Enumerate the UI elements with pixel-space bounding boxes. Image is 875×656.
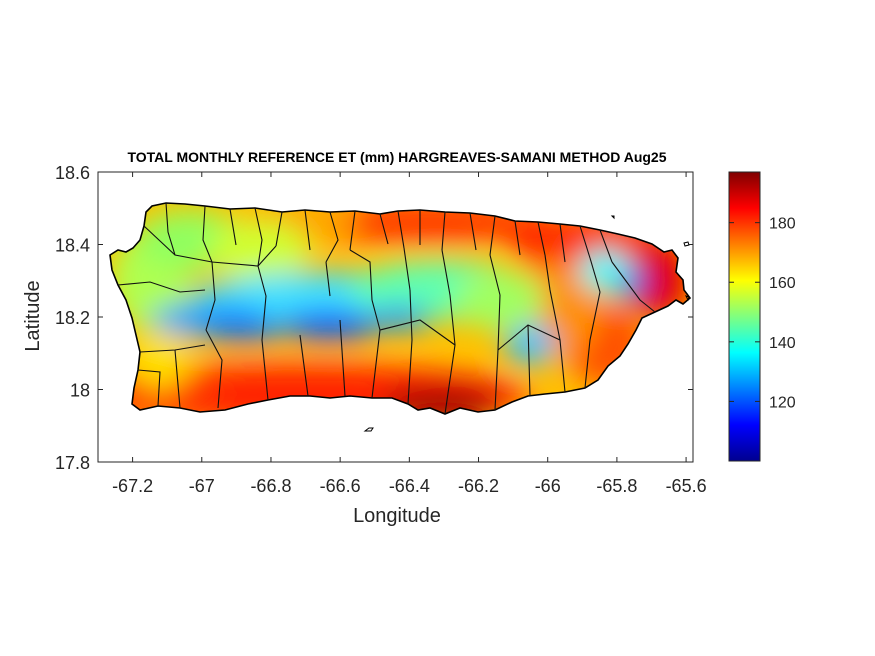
municipal-boundary xyxy=(261,339,269,401)
field-blob xyxy=(505,325,555,365)
x-tick-label: -66.4 xyxy=(389,476,430,496)
colorbar xyxy=(728,171,761,462)
municipal-boundary xyxy=(299,334,309,397)
field-blob xyxy=(205,320,285,340)
x-tick-label: -65.8 xyxy=(596,476,637,496)
municipal-boundary xyxy=(325,211,339,263)
y-tick-label: 18.6 xyxy=(55,163,90,183)
y-tick-label: 18.4 xyxy=(55,236,90,256)
municipal-boundary xyxy=(229,208,237,246)
x-tick-label: -67 xyxy=(189,476,215,496)
colorbar-tick-label: 140 xyxy=(769,335,796,352)
municipal-boundary xyxy=(205,329,223,409)
municipal-boundary xyxy=(469,212,477,251)
municipal-boundary xyxy=(397,210,405,249)
colorbar-tick-label: 180 xyxy=(769,216,796,233)
field-blob xyxy=(380,387,500,414)
y-tick-label: 18.2 xyxy=(55,308,90,328)
x-tick-label: -66.6 xyxy=(320,476,361,496)
municipal-boundary xyxy=(257,265,267,341)
municipal-boundary xyxy=(559,223,566,263)
municipal-boundary xyxy=(489,215,496,256)
municipal-boundary xyxy=(537,221,546,256)
chart-title: TOTAL MONTHLY REFERENCE ET (mm) HARGREAV… xyxy=(127,149,666,165)
field-blob xyxy=(580,250,630,290)
y-tick-label: 18 xyxy=(70,381,90,401)
municipal-boundary xyxy=(527,324,531,397)
municipal-boundary xyxy=(349,210,356,251)
x-axis-label: Longitude xyxy=(353,505,441,527)
field-blob xyxy=(130,330,190,390)
x-tick-label: -66.2 xyxy=(458,476,499,496)
municipal-boundary xyxy=(304,209,311,251)
colorbar-tick-label: 160 xyxy=(769,275,796,292)
municipal-boundary xyxy=(544,254,551,291)
municipal-boundary xyxy=(599,229,613,263)
municipal-boundary xyxy=(339,319,346,397)
x-tick-label: -67.2 xyxy=(112,476,153,496)
municipal-boundary xyxy=(579,225,591,259)
municipal-boundary xyxy=(165,202,176,256)
municipal-boundaries xyxy=(117,202,656,415)
municipal-boundary xyxy=(137,369,161,407)
municipal-boundary xyxy=(441,249,451,296)
municipal-boundary xyxy=(407,289,413,405)
municipal-boundary xyxy=(441,211,446,251)
municipal-boundary xyxy=(611,261,656,313)
x-tick-label: -65.6 xyxy=(666,476,707,496)
municipal-boundary xyxy=(584,291,601,389)
municipal-boundary xyxy=(205,261,216,331)
municipal-boundary xyxy=(497,324,561,351)
y-tick-label: 17.8 xyxy=(55,453,90,473)
municipal-boundary xyxy=(117,281,206,293)
municipal-boundary xyxy=(489,254,501,296)
municipal-boundary xyxy=(174,349,181,409)
field-blob xyxy=(370,306,430,330)
y-axis-label: Latitude xyxy=(22,280,44,351)
municipal-boundary xyxy=(254,207,263,267)
x-tick-label: -66 xyxy=(535,476,561,496)
municipal-boundary xyxy=(349,249,373,301)
y-axis: 17.8 18 18.2 18.4 18.6 xyxy=(55,163,693,473)
municipal-boundary xyxy=(514,220,521,256)
colorbar-tick-label: 120 xyxy=(769,394,796,411)
colorbar-ticks: 120 140 160 180 xyxy=(729,216,796,411)
x-tick-label: -66.8 xyxy=(250,476,291,496)
field-blob xyxy=(280,311,380,339)
municipal-boundary xyxy=(379,213,389,245)
municipal-boundary xyxy=(202,205,213,263)
municipal-boundary xyxy=(325,261,331,297)
municipal-boundary xyxy=(589,257,601,293)
municipal-boundary xyxy=(379,319,456,346)
municipal-boundary xyxy=(403,247,411,291)
municipal-boundary xyxy=(275,211,283,247)
x-axis: -67.2 -67 -66.8 -66.6 -66.4 -66.2 -66 -65.8 -65.… xyxy=(112,172,707,496)
